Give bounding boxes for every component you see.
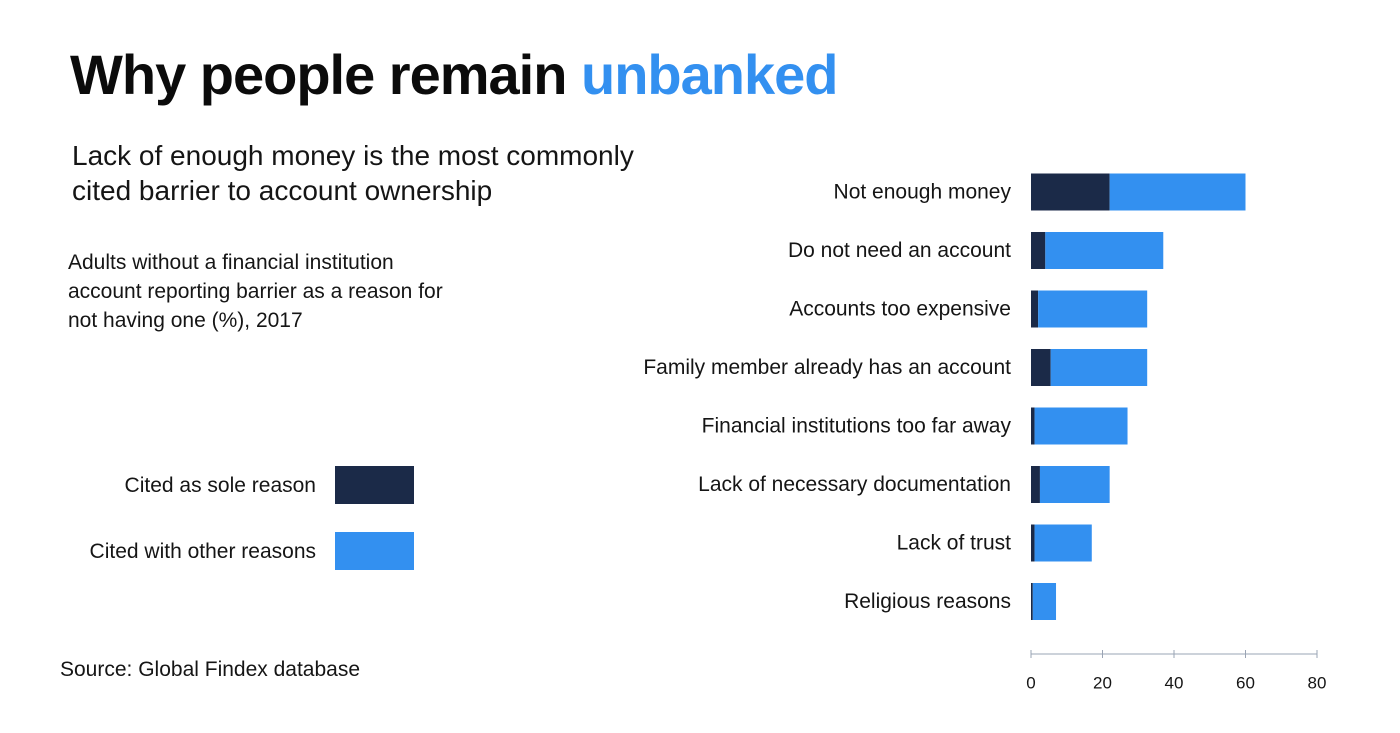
legend-item-sole: Cited as sole reason — [40, 466, 420, 504]
x-tick-label: 40 — [1165, 674, 1184, 693]
category-label: Financial institutions too far away — [702, 415, 1012, 438]
category-label: Accounts too expensive — [789, 298, 1011, 321]
title-highlight: unbanked — [581, 43, 838, 106]
category-label: Religious reasons — [844, 590, 1011, 613]
bar-segment-sole — [1031, 290, 1039, 328]
category-label: Family member already has an account — [643, 356, 1011, 379]
bar-segment-other — [1034, 407, 1128, 445]
legend-label-other: Cited with other reasons — [89, 540, 316, 563]
bar-segment-other — [1039, 466, 1110, 503]
bar-segment-other — [1109, 173, 1246, 211]
bar-segment-sole — [1031, 407, 1035, 445]
page-title: Why people remain unbanked — [70, 42, 838, 107]
category-label: Lack of trust — [897, 532, 1012, 555]
bar-segment-other — [1038, 290, 1148, 328]
x-tick-label: 80 — [1308, 674, 1327, 693]
bar-segment-other — [1032, 583, 1057, 620]
chart-description: Adults without a financial institution a… — [68, 251, 443, 332]
chart-legend: Cited as sole reason Cited with other re… — [40, 466, 420, 598]
x-tick-label: 60 — [1236, 674, 1255, 693]
bar-segment-sole — [1031, 232, 1046, 269]
x-tick-label: 0 — [1026, 674, 1035, 693]
category-label: Not enough money — [834, 181, 1012, 204]
bar-segment-sole — [1031, 466, 1040, 503]
bar-segment-other — [1050, 349, 1148, 386]
bar-segment-sole — [1031, 524, 1035, 562]
legend-swatch-sole — [335, 466, 414, 504]
x-tick-label: 20 — [1093, 674, 1112, 693]
chart-subtitle: Lack of enough money is the most commonl… — [72, 140, 634, 206]
bar-segment-other — [1034, 524, 1092, 562]
source-note: Source: Global Findex database — [60, 658, 361, 681]
bar-segment-sole — [1031, 349, 1051, 386]
bar-segment-sole — [1031, 583, 1033, 620]
bar-segment-other — [1045, 232, 1164, 269]
legend-label-sole: Cited as sole reason — [124, 474, 316, 497]
title-prefix: Why people remain — [70, 43, 567, 106]
category-label: Do not need an account — [788, 239, 1011, 262]
legend-swatch-other — [335, 532, 414, 570]
bar-segment-sole — [1031, 173, 1110, 211]
category-label: Lack of necessary documentation — [698, 473, 1011, 496]
legend-item-other: Cited with other reasons — [40, 532, 420, 570]
